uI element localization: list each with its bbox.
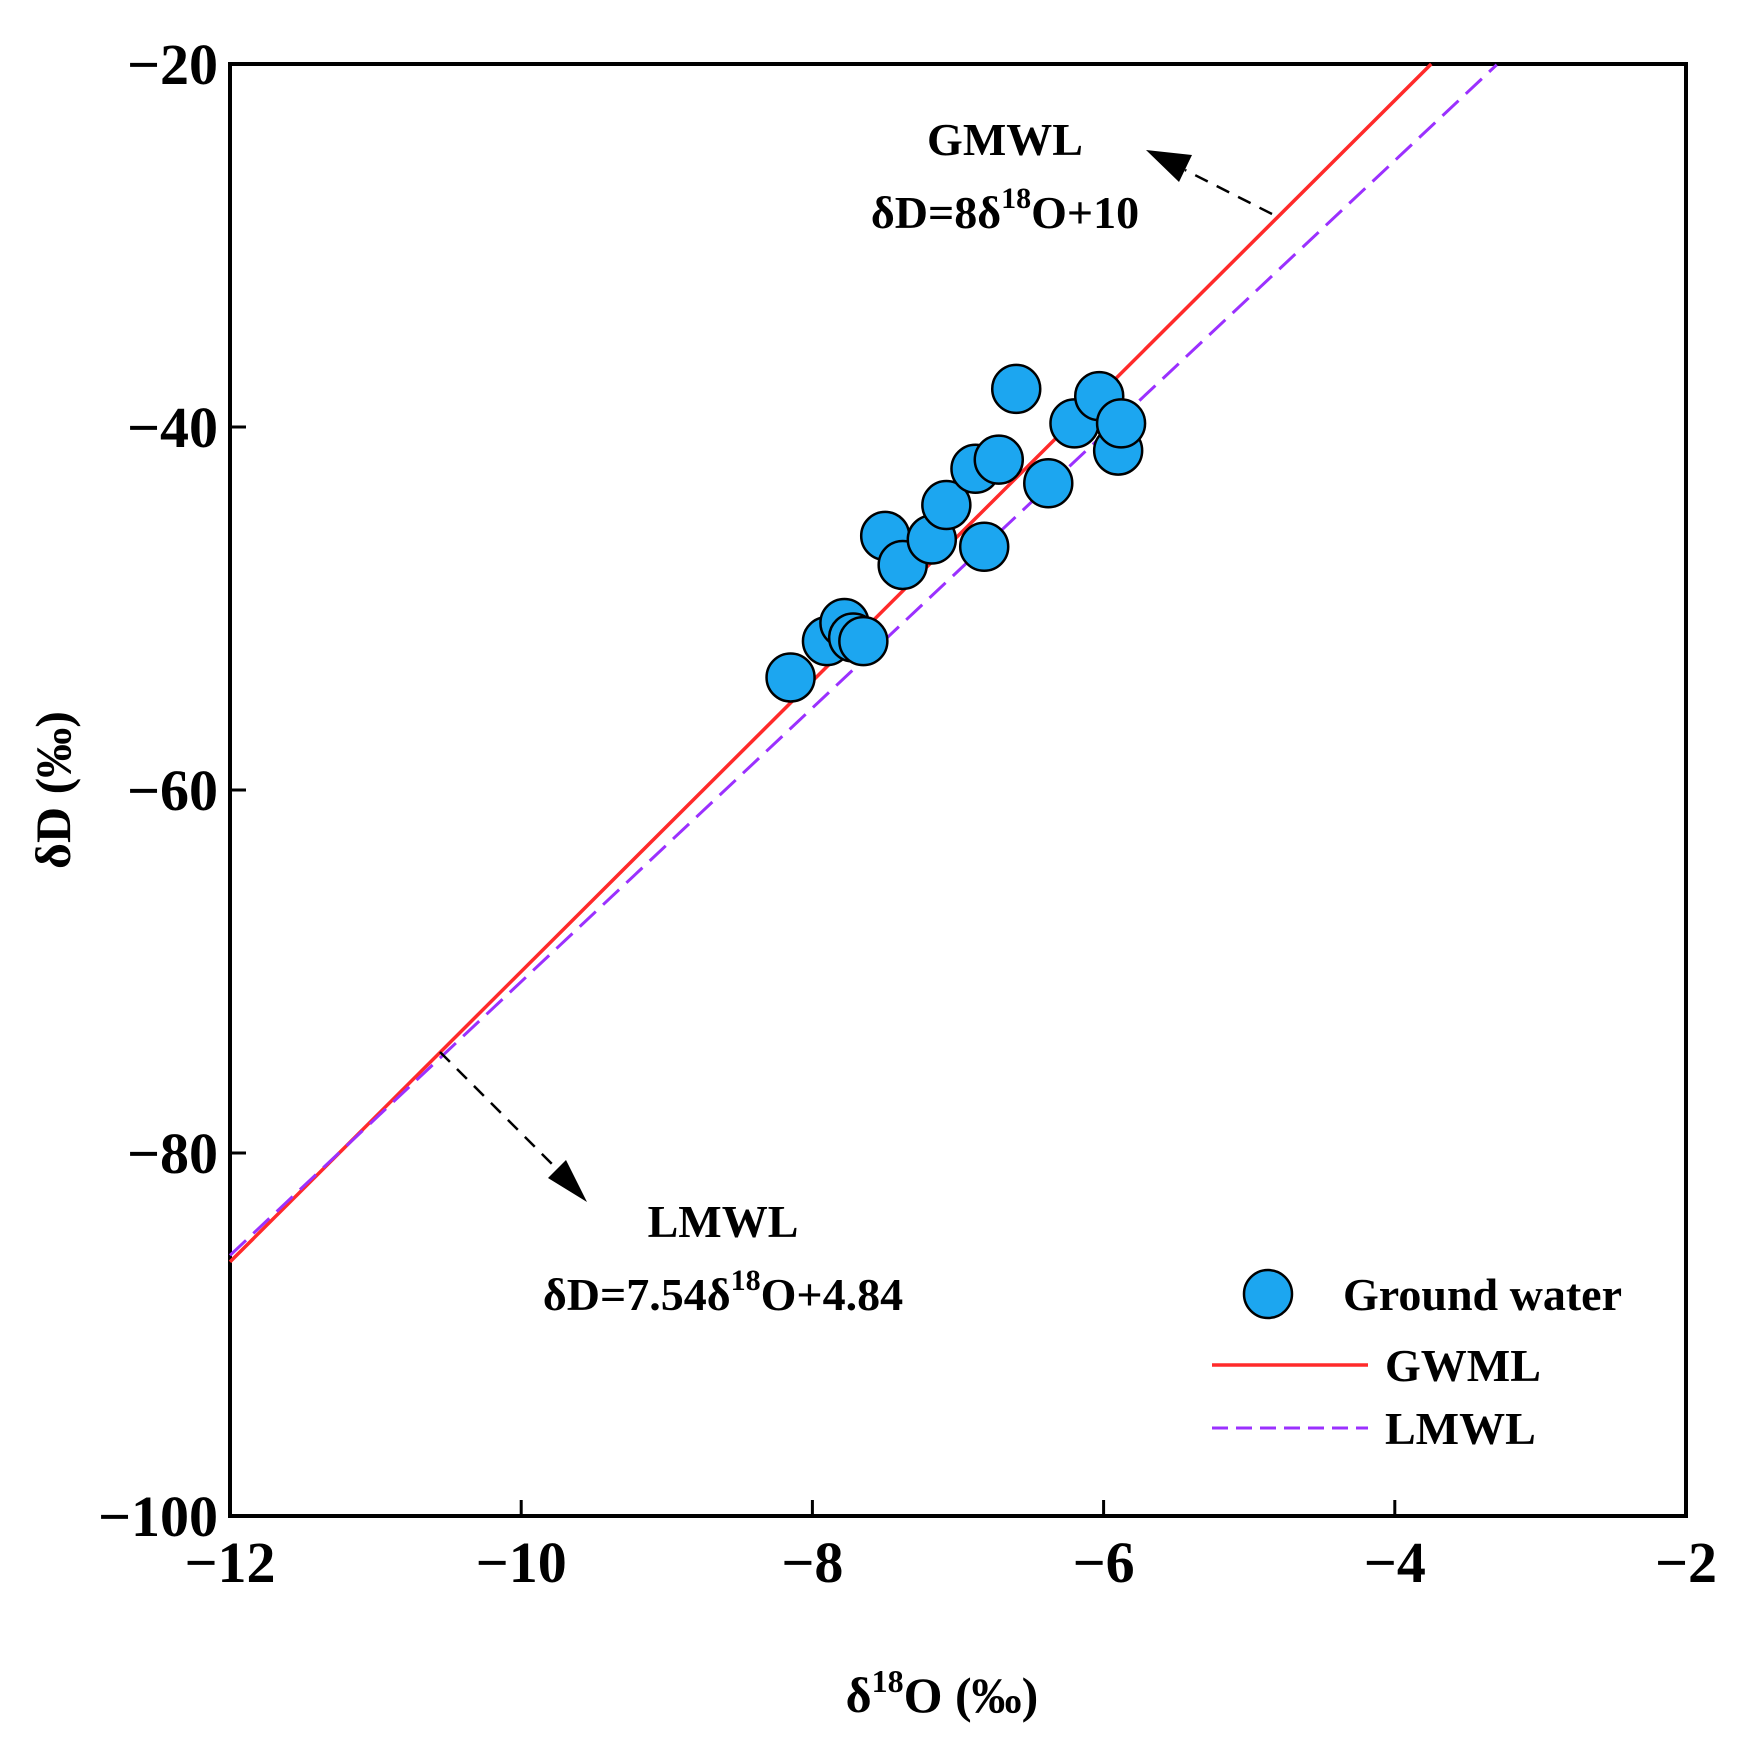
lmwl-arrowhead xyxy=(548,1160,587,1202)
y-axis-title: δD (‰) xyxy=(25,711,81,869)
ground-water-point xyxy=(990,363,1042,415)
x-tick-label: −8 xyxy=(781,1530,843,1595)
legend: Ground water GWML LMWL xyxy=(1212,1268,1622,1454)
ground-water-point xyxy=(765,652,816,703)
y-tick-label: −40 xyxy=(127,395,218,460)
y-tick-label: −20 xyxy=(127,32,218,97)
x-tick-label: −2 xyxy=(1655,1530,1717,1595)
gmwl-annotation-title: GMWL xyxy=(927,114,1083,165)
gmwl-pointer-arrow xyxy=(1184,168,1273,216)
gmwl-annotation: GMWL δD=8δ18O+10 xyxy=(871,114,1273,238)
ground-water-point xyxy=(1023,458,1074,509)
ground-water-point xyxy=(973,434,1025,485)
lmwl-annotation-title: LMWL xyxy=(648,1196,799,1247)
gmwl-annotation-equation: δD=8δ18O+10 xyxy=(871,182,1139,238)
legend-lmwl-label: LMWL xyxy=(1385,1403,1536,1454)
ground-water-points xyxy=(765,363,1147,703)
y-tick-label: −80 xyxy=(127,1121,218,1186)
lmwl-annotation-equation: δD=7.54δ18O+4.84 xyxy=(543,1264,903,1320)
x-tick-label: −4 xyxy=(1364,1530,1426,1595)
x-tick-label: −6 xyxy=(1073,1530,1135,1595)
x-tick-label: −12 xyxy=(184,1530,275,1595)
ground-water-point xyxy=(1095,398,1147,449)
y-tick-label: −100 xyxy=(98,1484,218,1549)
legend-gwml-label: GWML xyxy=(1385,1340,1541,1391)
axis-ticks: −12 −10 −8 −6 −4 −2 −100 −80 −60 −40 −20 xyxy=(98,32,1717,1595)
lmwl-annotation: LMWL δD=7.54δ18O+4.84 xyxy=(439,1051,903,1320)
ground-water-point xyxy=(921,479,972,531)
ground-water-point xyxy=(958,521,1010,573)
x-tick-label: −10 xyxy=(476,1530,567,1595)
ground-water-point xyxy=(838,615,889,667)
y-tick-label: −60 xyxy=(127,758,218,823)
gmwl-arrowhead xyxy=(1146,150,1192,182)
legend-ground-water-label: Ground water xyxy=(1343,1269,1622,1320)
legend-ground-water-marker xyxy=(1242,1268,1294,1320)
lmwl-pointer-arrow xyxy=(439,1051,559,1171)
x-axis-title: δ18O (‰) xyxy=(846,1663,1039,1723)
